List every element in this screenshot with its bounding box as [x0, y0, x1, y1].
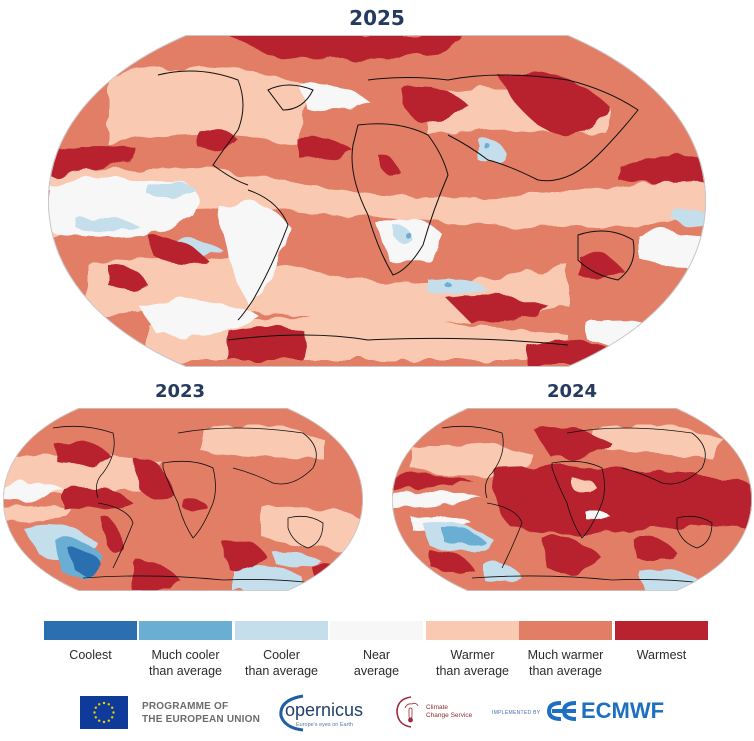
- legend-swatch: [426, 621, 519, 640]
- partner-logos: PROGRAMME OF THE EUROPEAN UNION opernicus…: [0, 690, 754, 738]
- copernicus-tagline: Europe's eyes on Earth: [296, 722, 354, 728]
- legend-item-near-average: Near average: [330, 621, 423, 679]
- eu-flag-icon: [80, 696, 128, 729]
- legend-item-much-warmer: Much warmer than average: [519, 621, 612, 679]
- world-map-2023: [3, 408, 363, 591]
- legend-label: Cooler than average: [245, 648, 318, 678]
- implemented-by-text: IMPLEMENTED BY: [492, 710, 541, 716]
- legend-swatch: [519, 621, 612, 640]
- legend-label: Warmer than average: [436, 648, 509, 678]
- legend-label: Much cooler than average: [149, 648, 222, 678]
- legend-label: Warmest: [636, 648, 687, 662]
- legend-item-coolest: Coolest: [44, 621, 137, 663]
- legend-swatch: [44, 621, 137, 640]
- legend-item-cooler: Cooler than average: [235, 621, 328, 679]
- copernicus-logo-text: opernicus: [285, 700, 364, 720]
- legend-item-warmest: Warmest: [615, 621, 708, 663]
- legend-label: Near average: [353, 648, 400, 678]
- world-map-2024: [392, 408, 752, 591]
- ecmwf-wave-icon: [546, 701, 577, 721]
- legend-item-warmer: Warmer than average: [426, 621, 519, 679]
- legend-label: Coolest: [69, 648, 112, 662]
- copernicus-swoosh-icon: [279, 694, 304, 732]
- legend-label: Much warmer than average: [527, 648, 604, 678]
- legend-swatch: [139, 621, 232, 640]
- world-map-2025: [48, 35, 706, 367]
- map-title-2024: 2024: [546, 381, 598, 402]
- eu-programme-text: PROGRAMME OF THE EUROPEAN UNION: [142, 701, 261, 725]
- color-legend: Coolest Much cooler than average Cooler th…: [44, 621, 710, 681]
- ecmwf-logo-text: ECMWF: [581, 698, 665, 723]
- map-title-2025: 2025: [349, 6, 405, 30]
- climate-change-service-text: Climate Change Service: [426, 704, 473, 719]
- legend-swatch: [330, 621, 423, 640]
- map-title-2023: 2023: [154, 381, 206, 402]
- legend-swatch: [615, 621, 708, 640]
- legend-item-much-cooler: Much cooler than average: [139, 621, 232, 679]
- thermometer-icon: [396, 696, 419, 728]
- legend-swatch: [235, 621, 328, 640]
